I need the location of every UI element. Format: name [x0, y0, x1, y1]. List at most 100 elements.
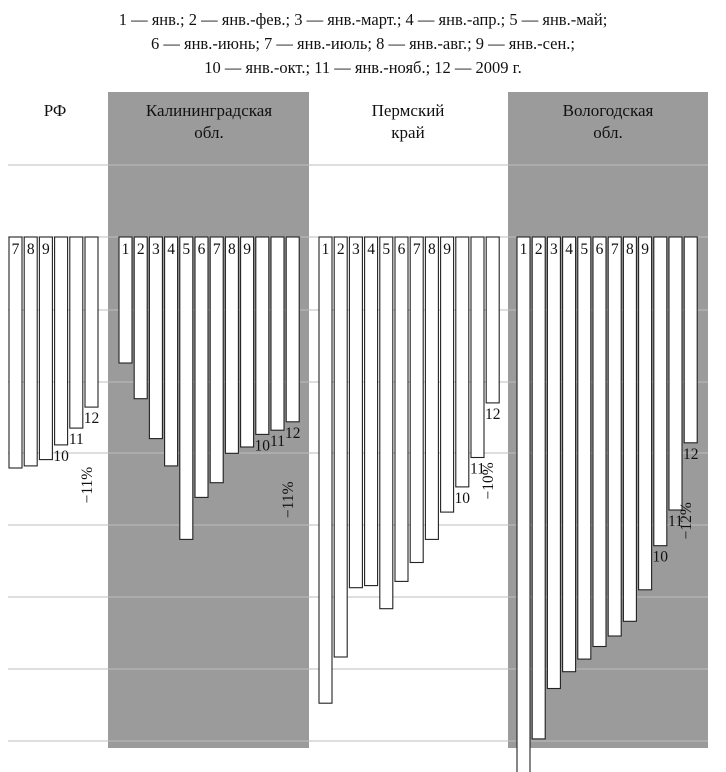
bar — [607, 236, 622, 637]
category-label: 5 — [580, 241, 588, 258]
category-label: 10 — [653, 549, 669, 566]
panel-title: Вологодская — [563, 101, 654, 120]
bar — [364, 236, 379, 587]
bar — [577, 236, 592, 660]
panel-title: РФ — [44, 101, 67, 120]
panel-title: обл. — [593, 123, 622, 142]
category-label: 3 — [550, 241, 558, 258]
bar — [394, 236, 409, 582]
bar — [440, 236, 455, 513]
bar — [516, 236, 531, 772]
bar — [348, 236, 363, 589]
panel-title: Пермский — [372, 101, 445, 120]
category-label: 9 — [42, 241, 50, 258]
bar — [224, 236, 239, 454]
bar — [485, 236, 500, 404]
bar — [455, 236, 470, 488]
category-label: 12 — [485, 406, 501, 423]
bar — [194, 236, 209, 498]
category-label: 4 — [565, 241, 573, 258]
category-label: 5 — [382, 241, 390, 258]
category-label: 6 — [596, 241, 604, 258]
bar — [653, 236, 668, 547]
category-label: 9 — [641, 241, 649, 258]
bar — [164, 236, 179, 467]
category-label: 12 — [84, 410, 100, 427]
category-label: 10 — [255, 437, 271, 454]
bar — [209, 236, 224, 484]
bar — [270, 236, 285, 431]
category-label: 1 — [122, 241, 130, 258]
bar — [638, 236, 653, 591]
category-label: 6 — [398, 241, 406, 258]
bar — [23, 236, 38, 467]
total-label: −11% — [280, 481, 297, 518]
bar — [333, 236, 348, 658]
category-label: 9 — [243, 241, 251, 258]
legend-line-2: 6 — янв.-июнь; 7 — янв.-июль; 8 — янв.-а… — [151, 34, 575, 53]
bar — [118, 236, 133, 364]
category-label: 10 — [455, 490, 471, 507]
bar — [531, 236, 546, 740]
total-label: −12% — [678, 502, 695, 539]
category-label: 7 — [12, 241, 20, 258]
category-label: 6 — [198, 241, 206, 258]
category-label: 5 — [182, 241, 190, 258]
category-label: 2 — [535, 241, 543, 258]
category-label: 8 — [428, 241, 436, 258]
category-label: 7 — [611, 241, 619, 258]
bar — [424, 236, 439, 540]
legend-line-3: 10 — янв.-окт.; 11 — янв.-нояб.; 12 — 20… — [204, 58, 522, 77]
category-label: 2 — [337, 241, 345, 258]
category-label: 8 — [228, 241, 236, 258]
bars — [8, 236, 698, 772]
category-label: 12 — [683, 446, 699, 463]
category-label: 2 — [137, 241, 145, 258]
total-label: −11% — [79, 467, 96, 504]
bar — [668, 236, 683, 511]
bar — [546, 236, 561, 690]
category-label: 12 — [285, 425, 301, 442]
panel-title: обл. — [194, 123, 223, 142]
bar — [133, 236, 148, 400]
legend-line-1: 1 — янв.; 2 — янв.-фев.; 3 — янв.-март.;… — [118, 10, 608, 29]
category-label: 1 — [520, 241, 528, 258]
category-label: 7 — [413, 241, 421, 258]
bar — [379, 236, 394, 610]
bar — [8, 236, 23, 469]
category-label: 11 — [270, 433, 285, 450]
category-label: 3 — [152, 241, 160, 258]
category-label: 11 — [668, 513, 683, 530]
bar — [285, 236, 300, 423]
bar — [622, 236, 637, 622]
bar — [84, 236, 99, 408]
bar — [179, 236, 194, 540]
category-label: 8 — [626, 241, 634, 258]
category-label: 8 — [27, 241, 35, 258]
bar — [470, 236, 485, 459]
bar — [38, 236, 53, 461]
bar — [255, 236, 270, 435]
total-label: −10% — [480, 462, 497, 499]
bar — [148, 236, 163, 440]
category-label: 9 — [443, 241, 451, 258]
bar — [562, 236, 577, 673]
category-label: 11 — [470, 461, 485, 478]
bar — [240, 236, 255, 448]
bar — [409, 236, 424, 564]
category-label: 1 — [322, 241, 330, 258]
category-label: 4 — [167, 241, 175, 258]
category-label: 10 — [53, 448, 69, 465]
bar — [69, 236, 84, 429]
category-label: 3 — [352, 241, 360, 258]
legend: 1 — янв.; 2 — янв.-фев.; 3 — янв.-март.;… — [0, 8, 726, 80]
bar — [54, 236, 69, 446]
category-label: 7 — [213, 241, 221, 258]
bar — [318, 236, 333, 704]
bar — [592, 236, 607, 648]
panel-title: Калининградская — [146, 101, 272, 120]
category-label: 11 — [69, 431, 84, 448]
category-label: 4 — [367, 241, 375, 258]
